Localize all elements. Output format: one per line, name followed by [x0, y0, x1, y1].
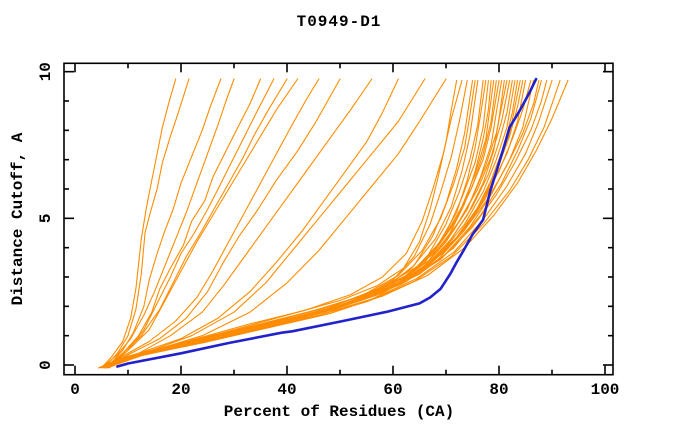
y-tick-label: 10 [37, 62, 55, 81]
x-tick-label: 0 [70, 381, 80, 399]
prediction-curve [98, 79, 495, 369]
chart-title: T0949-D1 [296, 13, 382, 31]
prediction-curve [106, 79, 569, 369]
prediction-curve [103, 78, 341, 369]
prediction-curve [100, 78, 399, 369]
prediction-curve [106, 79, 476, 369]
x-tick-label: 20 [171, 381, 190, 399]
x-axis-label: Percent of Residues (CA) [223, 403, 455, 421]
prediction-curve [103, 78, 288, 369]
prediction-curve [100, 79, 505, 369]
y-axis-label: Distance Cutoff, A [9, 132, 27, 306]
x-tick-label: 80 [489, 381, 508, 399]
y-tick-label: 5 [37, 213, 55, 223]
prediction-curve [108, 78, 275, 369]
x-tick-label: 40 [277, 381, 296, 399]
prediction-curve [100, 79, 474, 369]
prediction-curve [106, 79, 492, 369]
prediction-curve [106, 79, 527, 369]
prediction-curve [100, 79, 500, 369]
prediction-curve [100, 78, 177, 369]
prediction-curve [100, 79, 524, 369]
prediction-curve [106, 78, 426, 369]
prediction-curve [106, 78, 373, 369]
prediction-curve [100, 78, 235, 369]
x-tick-label: 60 [383, 381, 402, 399]
prediction-curve [106, 78, 222, 369]
prediction-curve [103, 78, 447, 369]
x-tick-label: 100 [591, 381, 620, 399]
prediction-curve [100, 78, 320, 369]
prediction-curve [98, 79, 511, 369]
prediction-curve [106, 78, 299, 369]
prediction-curve [103, 79, 468, 369]
prediction-curve [103, 79, 487, 369]
highlighted-curve [116, 77, 538, 368]
prediction-curve [103, 78, 190, 369]
y-tick-label: 0 [37, 360, 55, 370]
prediction-curve [106, 78, 262, 369]
